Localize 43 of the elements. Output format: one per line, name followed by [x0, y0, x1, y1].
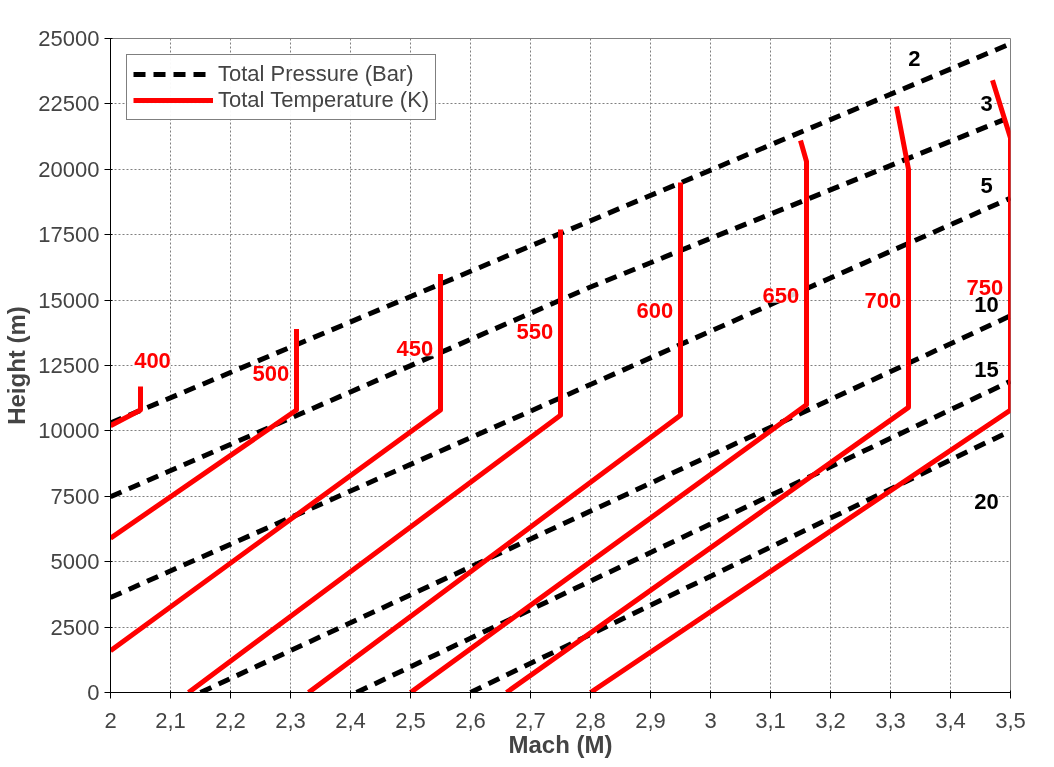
- x-tick-label: 3,1: [755, 707, 786, 733]
- annotation: 15: [974, 357, 999, 383]
- annotation: 5: [980, 173, 993, 199]
- annotation: 600: [636, 297, 674, 323]
- annotation: 650: [762, 282, 800, 308]
- y-tick-label: 25000: [38, 26, 100, 51]
- y-tick-label: 15000: [38, 287, 100, 313]
- legend-label: Total Temperature (K): [218, 87, 430, 113]
- y-tick-label: 2500: [50, 614, 100, 640]
- y-tick-label: 7500: [50, 483, 100, 509]
- x-tick-label: 2,5: [395, 707, 426, 733]
- x-tick-label: 2,8: [575, 707, 606, 733]
- x-tick-label: 2,3: [275, 707, 306, 733]
- x-tick-label: 2,4: [335, 707, 366, 733]
- annotation: 3: [980, 91, 993, 117]
- x-tick-label: 3,3: [875, 707, 906, 733]
- annotation: 2: [908, 45, 921, 71]
- y-axis-title: Height (m): [3, 306, 31, 425]
- annotation: 400: [134, 347, 171, 373]
- y-tick-label: 12500: [38, 353, 100, 378]
- x-tick-label: 3,5: [995, 707, 1026, 733]
- x-tick-label: 2: [104, 707, 117, 733]
- y-tick-label: 20000: [38, 156, 100, 182]
- x-tick-label: 2,9: [635, 707, 666, 733]
- x-tick-label: 3,4: [935, 707, 966, 733]
- y-tick-label: 5000: [50, 549, 100, 575]
- annotation: 550: [516, 319, 554, 345]
- annotation: 700: [864, 287, 902, 313]
- annotation: 500: [252, 360, 290, 386]
- x-axis-title: Mach (M): [508, 730, 613, 758]
- annotation: 20: [974, 488, 999, 514]
- y-tick-label: 22500: [38, 91, 100, 117]
- y-tick-label: 0: [87, 680, 100, 705]
- x-tick-label: 3: [704, 707, 717, 733]
- annotation: 450: [396, 336, 434, 362]
- x-tick-label: 2,2: [215, 707, 246, 733]
- x-tick-label: 3,2: [815, 707, 846, 733]
- x-tick-label: 2,1: [155, 707, 186, 733]
- y-tick-label: 17500: [38, 222, 100, 248]
- legend-label: Total Pressure (Bar): [218, 61, 414, 87]
- y-tick-label: 10000: [38, 418, 100, 444]
- x-tick-label: 2,7: [515, 707, 546, 733]
- x-tick-label: 2,6: [455, 707, 486, 733]
